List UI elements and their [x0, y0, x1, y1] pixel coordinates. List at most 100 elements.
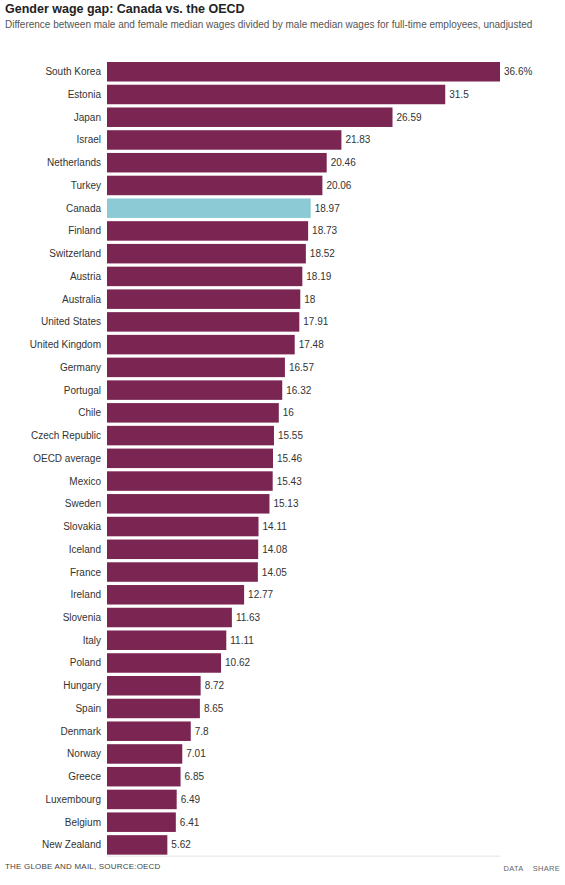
- bar: [107, 562, 258, 582]
- bar: [107, 244, 306, 263]
- data-label: 18.73: [312, 225, 337, 236]
- data-label: 16.32: [286, 385, 311, 396]
- category-label: New Zealand: [42, 839, 101, 850]
- bar: [107, 289, 300, 309]
- bar: [107, 358, 285, 378]
- data-label: 36.6%: [504, 66, 532, 77]
- data-label: 5.62: [171, 839, 191, 850]
- category-label: Canada: [66, 203, 101, 214]
- category-label: OECD average: [33, 453, 101, 464]
- data-label: 6.49: [181, 794, 201, 805]
- data-label: 18.52: [310, 248, 335, 259]
- category-label: Iceland: [69, 544, 101, 555]
- data-label: 11.63: [236, 612, 261, 623]
- category-label: Spain: [75, 703, 101, 714]
- category-label: Luxembourg: [45, 794, 101, 805]
- category-label: Slovakia: [63, 521, 101, 532]
- data-label: 15.13: [273, 498, 298, 509]
- bar: [107, 449, 273, 469]
- category-label: Germany: [60, 362, 101, 373]
- data-label: 16: [283, 407, 295, 418]
- category-label: Greece: [68, 771, 101, 782]
- bar: [107, 130, 341, 150]
- bar: [107, 653, 221, 673]
- data-label: 7.01: [186, 748, 206, 759]
- data-label: 16.57: [289, 362, 314, 373]
- data-label: 15.46: [277, 453, 302, 464]
- bar: [107, 744, 182, 764]
- bar: [107, 676, 201, 696]
- category-label: Israel: [77, 134, 101, 145]
- category-label: Sweden: [65, 498, 101, 509]
- bar: [107, 471, 273, 491]
- category-label: Hungary: [63, 680, 101, 691]
- data-label: 20.06: [326, 180, 351, 191]
- category-label: France: [70, 567, 102, 578]
- bar: [107, 812, 176, 832]
- bar: [107, 107, 393, 127]
- category-label: Czech Republic: [31, 430, 101, 441]
- source: THE GLOBE AND MAIL, SOURCE:OECD: [5, 862, 161, 871]
- footer-link[interactable]: DATA: [504, 864, 524, 873]
- bar: [107, 608, 232, 628]
- category-label: South Korea: [45, 66, 101, 77]
- bar: [107, 585, 244, 605]
- data-label: 26.59: [397, 112, 422, 123]
- data-label: 18: [304, 294, 316, 305]
- bar: [107, 767, 181, 787]
- data-label: 18.19: [306, 271, 331, 282]
- bar: [107, 312, 299, 332]
- data-label: 8.72: [205, 680, 225, 691]
- bars: [107, 62, 500, 855]
- category-label: Norway: [67, 748, 101, 759]
- category-label: Poland: [70, 657, 101, 668]
- labels: South Korea36.6%Estonia31.5Japan26.59Isr…: [30, 66, 533, 850]
- bar: [107, 721, 191, 741]
- bar: [107, 85, 445, 105]
- category-label: Slovenia: [63, 612, 102, 623]
- category-label: Australia: [62, 294, 101, 305]
- data-label: 6.85: [185, 771, 205, 782]
- category-label: Austria: [70, 271, 102, 282]
- category-label: Chile: [78, 407, 101, 418]
- bar: [107, 790, 177, 810]
- data-label: 6.41: [180, 817, 200, 828]
- category-label: Italy: [83, 635, 101, 646]
- bar: [107, 221, 308, 241]
- bar: [107, 198, 311, 218]
- category-label: United Kingdom: [30, 339, 101, 350]
- bar: [107, 380, 282, 400]
- category-label: Denmark: [60, 726, 102, 737]
- data-label: 14.11: [263, 521, 288, 532]
- chart: South Korea36.6%Estonia31.5Japan26.59Isr…: [0, 0, 565, 885]
- bar: [107, 426, 274, 446]
- category-label: Turkey: [71, 180, 101, 191]
- title: Gender wage gap: Canada vs. the OECD: [5, 2, 245, 16]
- footer-link[interactable]: SHARE: [533, 864, 560, 873]
- bar: [107, 153, 327, 173]
- data-label: 7.8: [195, 726, 209, 737]
- data-label: 17.48: [299, 339, 324, 350]
- bar: [107, 699, 200, 719]
- data-label: 8.65: [204, 703, 224, 714]
- bar: [107, 267, 302, 287]
- data-label: 11.11: [230, 635, 254, 646]
- category-label: Japan: [74, 112, 101, 123]
- category-label: United States: [41, 316, 101, 327]
- category-label: Netherlands: [47, 157, 101, 168]
- data-label: 10.62: [225, 657, 250, 668]
- category-label: Belgium: [65, 817, 101, 828]
- category-label: Ireland: [70, 589, 101, 600]
- data-label: 14.05: [262, 567, 287, 578]
- data-label: 20.46: [331, 157, 356, 168]
- data-label: 14.08: [262, 544, 287, 555]
- category-label: Switzerland: [49, 248, 101, 259]
- data-label: 17.91: [303, 316, 328, 327]
- category-label: Finland: [68, 225, 101, 236]
- category-label: Portugal: [64, 385, 101, 396]
- subtitle: Difference between male and female media…: [5, 19, 545, 31]
- data-label: 15.55: [278, 430, 303, 441]
- data-label: 15.43: [277, 476, 302, 487]
- bar: [107, 62, 500, 82]
- data-label: 31.5: [449, 89, 469, 100]
